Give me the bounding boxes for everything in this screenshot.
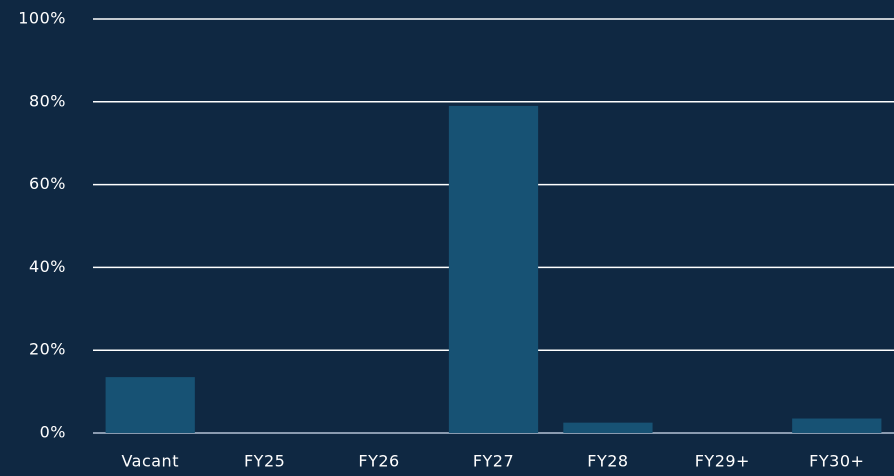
- x-tick-label: Vacant: [121, 452, 179, 471]
- bar: [448, 105, 539, 433]
- bar: [105, 377, 195, 433]
- y-tick-label: 40%: [29, 257, 66, 276]
- x-tick-label: FY28: [587, 452, 628, 471]
- y-tick-label: 0%: [40, 423, 66, 442]
- y-tick-label: 20%: [29, 340, 66, 359]
- x-tick-label: FY25: [244, 452, 285, 471]
- bar: [792, 418, 882, 433]
- x-tick-label: FY26: [358, 452, 399, 471]
- x-tick-label: FY27: [473, 452, 514, 471]
- bar: [563, 422, 653, 433]
- x-tick-label: FY29+: [695, 452, 750, 471]
- x-tick-label: FY30+: [809, 452, 864, 471]
- y-tick-label: 100%: [18, 9, 66, 28]
- y-tick-label: 60%: [29, 174, 66, 193]
- y-tick-label: 80%: [29, 91, 66, 110]
